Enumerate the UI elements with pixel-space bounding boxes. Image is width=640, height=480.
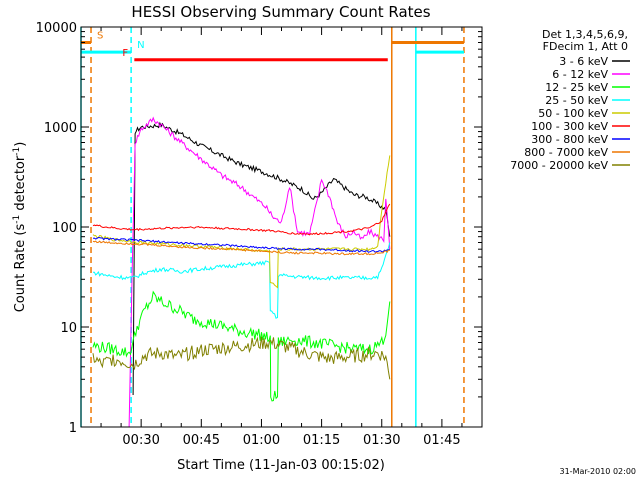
x-axis-label: Start Time (11-Jan-03 00:15:02) xyxy=(177,458,385,473)
footer-date: 31-Mar-2010 02:00 xyxy=(560,467,637,476)
series-line-3 xyxy=(93,242,391,319)
y-axis-label-sup2: -1 xyxy=(12,147,22,156)
series-line-1 xyxy=(128,116,391,428)
chart-title: HESSI Observing Summary Count Rates xyxy=(131,3,430,21)
x-tick-label-2: 01:00 xyxy=(243,433,280,448)
legend-header-line-2: FDecim 1, Att 0 xyxy=(543,40,628,53)
flag-label-F: F xyxy=(122,48,128,59)
x-tick-label-0: 00:30 xyxy=(122,433,159,448)
legend-label-1: 6 - 12 keV xyxy=(552,68,608,81)
flag-label-N: N xyxy=(137,40,144,51)
series-line-0 xyxy=(132,121,391,396)
legend-label-4: 50 - 100 keV xyxy=(538,107,608,120)
legend-label-5: 100 - 300 keV xyxy=(531,120,608,133)
plot-frame xyxy=(80,26,483,428)
legend: Det 1,3,4,5,6,9, FDecim 1, Att 0 3 - 6 k… xyxy=(510,28,630,172)
y-tick-label-2: 100 xyxy=(52,221,77,236)
series-line-5 xyxy=(92,203,391,236)
series-line-7 xyxy=(92,240,390,256)
y-tick-label-3: 1000 xyxy=(44,121,77,136)
y-axis-label-end: ) xyxy=(13,142,28,147)
x-tick-label-3: 01:15 xyxy=(303,433,340,448)
legend-label-7: 800 - 7000 keV xyxy=(524,146,608,159)
series-line-8 xyxy=(92,336,391,380)
series-line-4 xyxy=(92,155,391,289)
legend-header-line-1: Det 1,3,4,5,6,9, xyxy=(542,28,628,41)
y-axis-label-mid: detector xyxy=(13,155,28,215)
series-line-6 xyxy=(92,236,390,253)
x-tick-label-1: 00:45 xyxy=(183,433,220,448)
legend-label-3: 25 - 50 keV xyxy=(545,94,608,107)
series-line-2 xyxy=(92,290,391,402)
y-axis-label: Count Rate (s-1 detector-1) xyxy=(12,142,28,313)
y-axis-label-sup1: -1 xyxy=(12,215,22,224)
legend-label-2: 12 - 25 keV xyxy=(545,81,608,94)
x-tick-label-5: 01:45 xyxy=(423,433,460,448)
y-axis-label-main: Count Rate (s xyxy=(13,224,28,313)
legend-label-0: 3 - 6 keV xyxy=(559,55,608,68)
y-tick-label-1: 10 xyxy=(60,321,77,336)
flag-label-S: S xyxy=(97,30,103,41)
legend-label-6: 300 - 800 keV xyxy=(531,133,608,146)
y-tick-label-0: 1 xyxy=(69,421,77,436)
legend-label-8: 7000 - 20000 keV xyxy=(510,159,608,172)
x-tick-label-4: 01:30 xyxy=(363,433,400,448)
y-tick-label-4: 10000 xyxy=(36,21,77,36)
